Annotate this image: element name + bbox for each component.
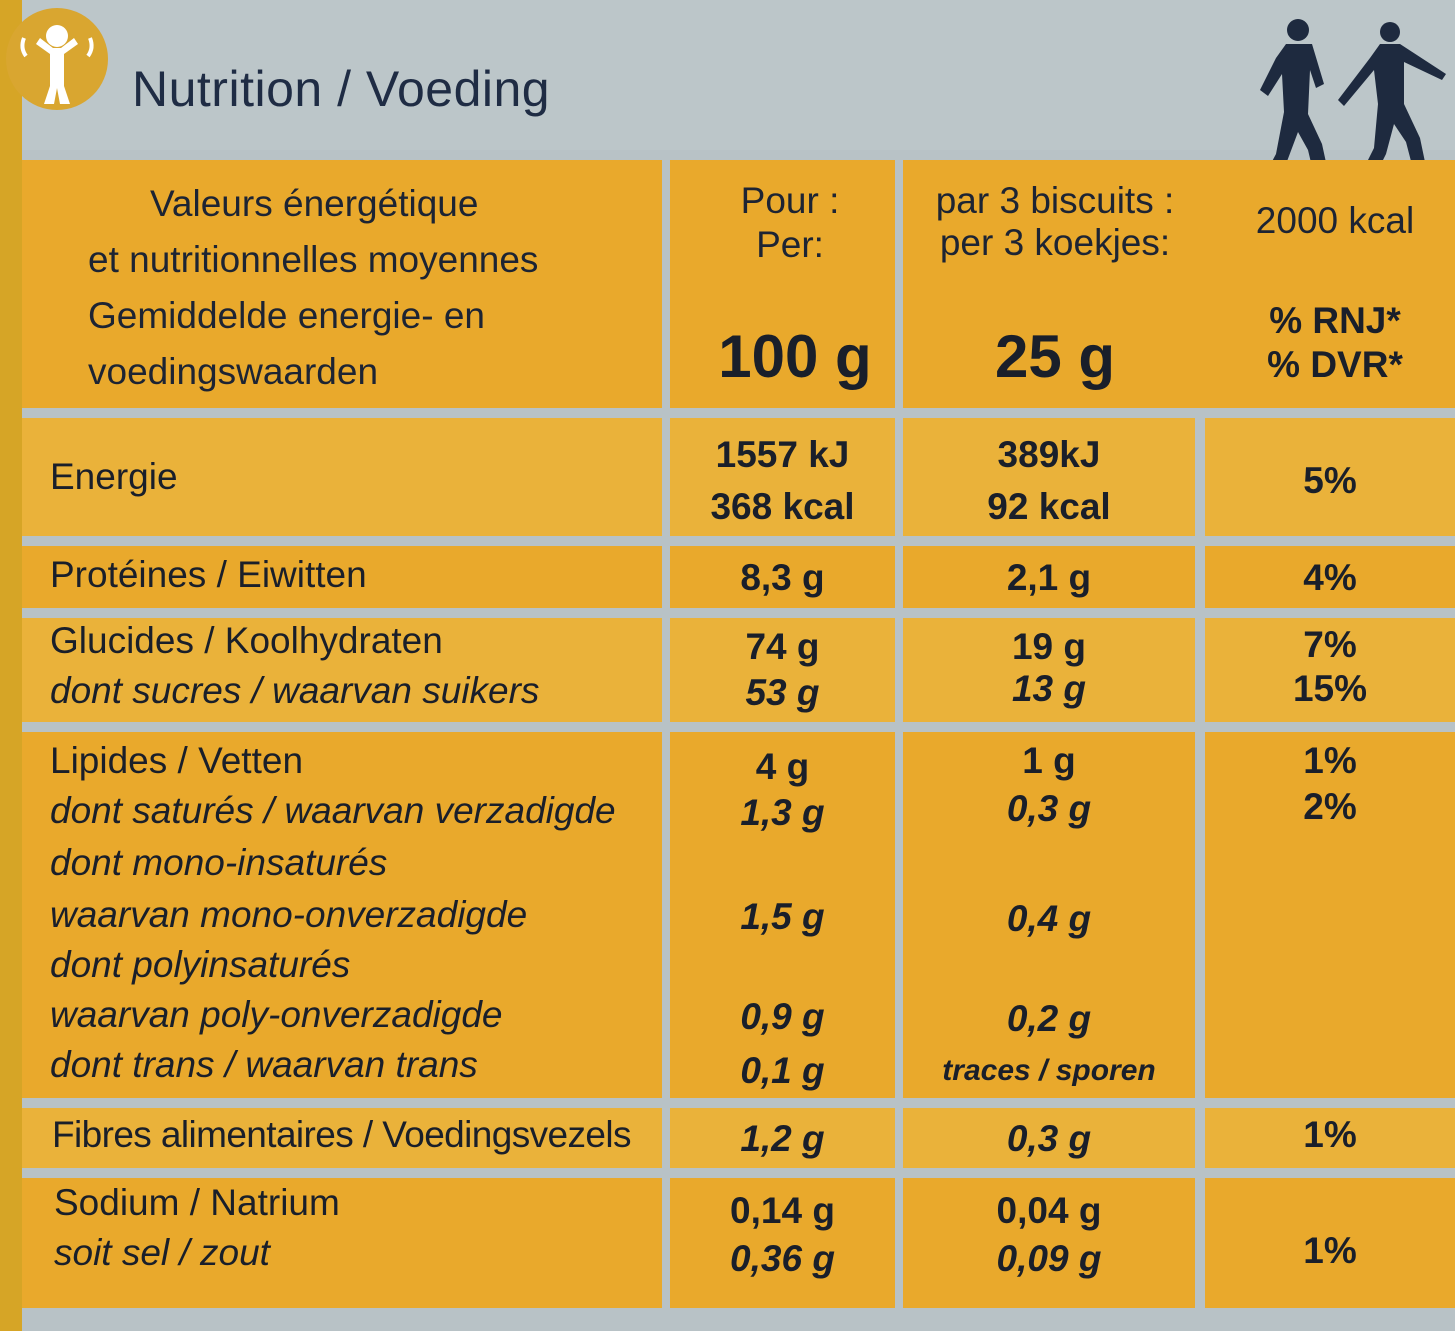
lipides-ri: 1% — [1303, 740, 1357, 781]
fibres-label-cell — [22, 1108, 662, 1168]
glucides-per100: 74 g — [745, 626, 820, 667]
header-per-line-2: Per: — [756, 224, 824, 265]
sodium-ri: 1% — [1303, 1230, 1357, 1271]
proteines-ri-cell — [1205, 546, 1455, 608]
satures-label: dont saturés / waarvan verzadigde — [50, 790, 616, 831]
sodium-label: Sodium / Natrium — [54, 1182, 340, 1223]
glucides-ri: 7% — [1303, 624, 1357, 665]
fibres-portion-cell — [903, 1108, 1195, 1168]
lipides-portion-cell — [903, 732, 1195, 1098]
sodium-portion: 0,04 g — [996, 1190, 1102, 1231]
header-desc-cell — [22, 160, 662, 408]
poly-per100: 0,9 g — [740, 996, 825, 1037]
mono-label-2: waarvan mono-onverzadigde — [50, 894, 528, 935]
sucres-portion: 13 g — [1011, 668, 1087, 709]
sel-label: soit sel / zout — [54, 1232, 270, 1273]
poly-label-1: dont polyinsaturés — [50, 944, 351, 985]
fibres-ri: 1% — [1303, 1114, 1357, 1155]
header-portion-cell — [903, 160, 1455, 408]
header-portion-line-2: per 3 koekjes: — [939, 222, 1171, 263]
header-desc-line-3: Gemiddelde energie- en — [88, 295, 485, 336]
header-ref-kcal: 2000 kcal — [1255, 200, 1415, 241]
trans-label: dont trans / waarvan trans — [50, 1044, 478, 1085]
satures-per100: 1,3 g — [740, 792, 825, 833]
fibres-ri-cell — [1205, 1108, 1455, 1168]
proteines-per100-cell — [670, 546, 895, 608]
energie-portion-kj: 389kJ — [997, 434, 1101, 475]
trans-portion: traces / sporen — [942, 1054, 1156, 1087]
header-ref-line-2: % DVR* — [1267, 344, 1403, 385]
proteines-portion: 2,1 g — [1006, 557, 1092, 598]
fibres-per100: 1,2 g — [740, 1118, 825, 1159]
mono-per100: 1,5 g — [740, 896, 825, 937]
header-desc-line-1: Valeurs énergétique — [150, 183, 479, 224]
fibres-portion: 0,3 g — [1006, 1118, 1092, 1159]
glucides-label: Glucides / Koolhydraten — [50, 620, 443, 661]
header-desc-line-4: voedingswaarden — [88, 351, 379, 392]
energie-ri: 5% — [1303, 460, 1357, 501]
glucides-label-cell — [22, 618, 662, 722]
glucides-portion-cell — [903, 618, 1195, 722]
sucres-label: dont sucres / waarvan suikers — [50, 670, 540, 711]
energie-label: Energie — [50, 456, 178, 497]
glucides-ri-cell — [1205, 618, 1455, 722]
lipides-label-cell — [22, 732, 662, 1098]
sel-per100: 0,36 g — [730, 1238, 835, 1279]
sodium-per100: 0,14 g — [730, 1190, 835, 1231]
sodium-per100-cell — [670, 1178, 895, 1308]
sodium-label-cell — [22, 1178, 662, 1308]
trans-per100: 0,1 g — [740, 1050, 825, 1091]
sucres-per100: 53 g — [745, 672, 820, 713]
fibres-per100-cell — [670, 1108, 895, 1168]
lipides-per100-cell — [670, 732, 895, 1098]
fibres-label: Fibres alimentaires / Voedingsvezels — [52, 1114, 632, 1155]
header-portion-line-1: par 3 biscuits : — [935, 180, 1175, 221]
lipides-ri-cell — [1205, 732, 1455, 1098]
satures-portion: 0,3 g — [1006, 788, 1092, 829]
header-ref-line-1: % RNJ* — [1269, 300, 1401, 341]
glucides-portion: 19 g — [1011, 626, 1087, 667]
proteines-per100: 8,3 g — [740, 557, 825, 598]
lipides-portion: 1 g — [1022, 740, 1076, 781]
proteines-portion-cell — [903, 546, 1195, 608]
proteines-ri: 4% — [1303, 557, 1357, 598]
poly-label-2: waarvan poly-onverzadigde — [50, 994, 503, 1035]
energie-per100-cell — [670, 418, 895, 536]
child-arms-up-icon — [6, 8, 108, 110]
energie-per100-kcal: 368 kcal — [710, 486, 855, 527]
sodium-portion-cell — [903, 1178, 1195, 1308]
header-portion-amount: 25 g — [994, 323, 1116, 390]
walking-people-icon — [1250, 14, 1450, 198]
header-per-line-1: Pour : — [740, 180, 840, 221]
glucides-per100-cell — [670, 618, 895, 722]
sodium-ri-cell — [1205, 1178, 1455, 1308]
satures-ri: 2% — [1303, 786, 1357, 827]
sel-portion: 0,09 g — [996, 1238, 1102, 1279]
mono-portion: 0,4 g — [1006, 898, 1092, 939]
proteines-label-cell — [22, 546, 662, 608]
header-per-amount: 100 g — [718, 323, 872, 390]
lipides-per100: 4 g — [755, 746, 810, 787]
energie-label-cell — [22, 418, 662, 536]
title-band — [22, 0, 1455, 150]
header-desc-line-2: et nutritionnelles moyennes — [88, 239, 539, 280]
sucres-ri: 15% — [1292, 668, 1368, 709]
proteines-label: Protéines / Eiwitten — [50, 554, 367, 595]
mono-label-1: dont mono-insaturés — [50, 842, 388, 883]
lipides-label: Lipides / Vetten — [50, 740, 304, 781]
energie-per100-kj: 1557 kJ — [715, 434, 850, 475]
header-per-cell — [670, 160, 895, 408]
energie-portion-cell — [903, 418, 1195, 536]
energie-ri-cell — [1205, 418, 1455, 536]
page-title: Nutrition / Voeding — [132, 61, 551, 117]
left-border — [0, 0, 22, 1331]
energie-portion-kcal: 92 kcal — [987, 486, 1111, 527]
poly-portion: 0,2 g — [1006, 998, 1092, 1039]
